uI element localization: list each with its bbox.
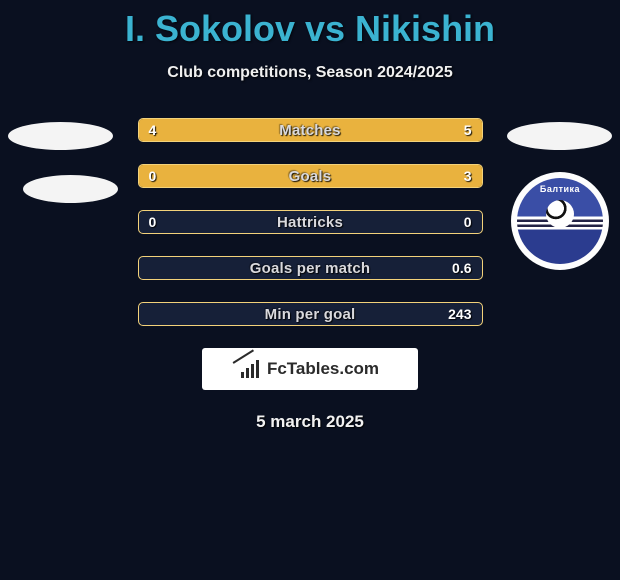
stat-fill-left	[139, 119, 290, 141]
stat-value-left: 0	[149, 168, 157, 184]
stat-row-min-per-goal: Min per goal 243	[138, 302, 483, 326]
stat-label: Matches	[279, 122, 340, 139]
stat-label: Min per goal	[265, 306, 356, 323]
footer-date: 5 march 2025	[0, 412, 620, 432]
stat-value-left: 4	[149, 122, 157, 138]
stat-value-right: 243	[448, 306, 471, 322]
stats-container: 4 Matches 5 0 Goals 3 0 Hattricks 0 Goal…	[0, 118, 620, 326]
stat-value-right: 0	[464, 214, 472, 230]
stat-value-right: 5	[464, 122, 472, 138]
bar-chart-icon	[241, 360, 263, 378]
stat-value-left: 0	[149, 214, 157, 230]
stat-row-goals: 0 Goals 3	[138, 164, 483, 188]
brand-text: FcTables.com	[267, 359, 379, 379]
stat-label: Goals per match	[250, 260, 371, 277]
stat-row-goals-per-match: Goals per match 0.6	[138, 256, 483, 280]
stat-row-hattricks: 0 Hattricks 0	[138, 210, 483, 234]
stat-row-matches: 4 Matches 5	[138, 118, 483, 142]
stat-label: Hattricks	[277, 214, 343, 231]
brand-badge[interactable]: FcTables.com	[202, 348, 418, 390]
stat-value-right: 0.6	[452, 260, 471, 276]
subtitle: Club competitions, Season 2024/2025	[0, 64, 620, 82]
stat-label: Goals	[289, 168, 332, 185]
page-title: I. Sokolov vs Nikishin	[0, 0, 620, 50]
stat-value-right: 3	[464, 168, 472, 184]
